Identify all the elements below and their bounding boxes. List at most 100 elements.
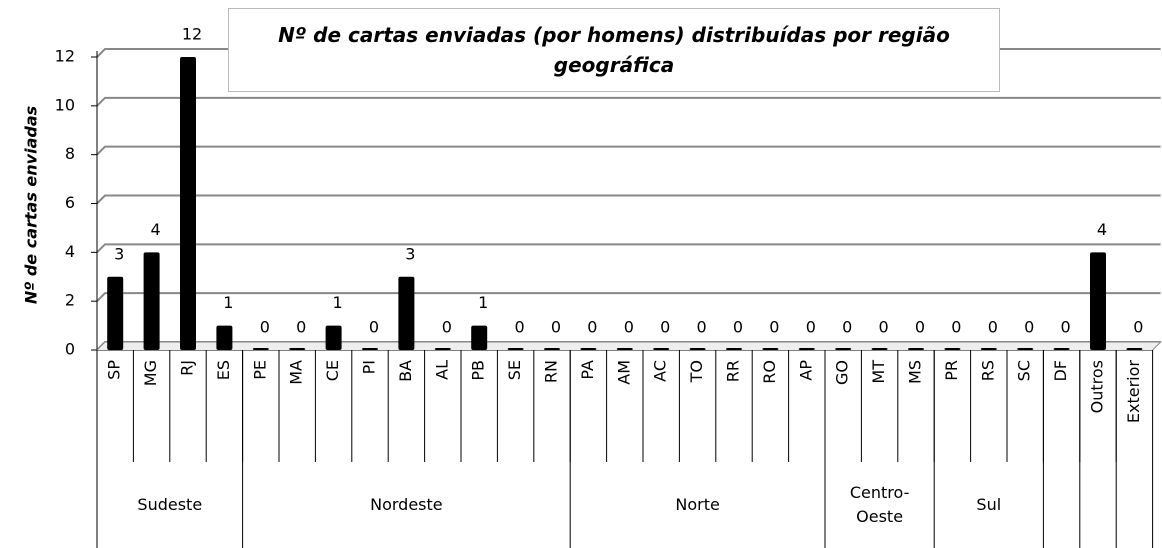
x-tick-label: GO [833,360,852,385]
x-tick-label: PR [942,360,961,381]
x-tick-label: BA [396,360,415,382]
value-label: 0 [842,318,852,337]
x-tick-label: MA [287,360,306,385]
x-tick-label: PE [250,360,269,380]
y-tick-label: 2 [65,291,75,310]
value-label: 4 [1097,220,1107,239]
y-tick-label: 12 [55,47,75,66]
value-label: 0 [806,318,816,337]
x-tick-label: CE [323,360,342,381]
bar [216,325,233,350]
value-label: 4 [151,220,161,239]
x-tick-label: MG [141,360,160,386]
value-label: 0 [369,318,379,337]
x-tick-label: RR [724,360,743,382]
value-label: 0 [988,318,998,337]
value-label: 0 [951,318,961,337]
group-label: Sudeste [137,495,203,514]
bar [908,348,924,350]
value-label: 0 [733,318,743,337]
value-label: 0 [515,318,525,337]
value-label: 0 [442,318,452,337]
x-tick-label: SC [1015,360,1034,381]
bar [471,325,488,350]
bar [143,252,160,350]
x-tick-label: ES [214,360,233,380]
y-tick-label: 0 [65,340,75,359]
bar [180,57,196,350]
value-label: 1 [333,293,343,312]
x-tick-label: DF [1051,360,1070,382]
x-tick-label: RS [978,360,997,381]
x-tick-label: RJ [178,360,197,376]
bar [616,348,633,350]
y-tick-label: 10 [55,95,75,114]
x-tick-label: AC [651,360,670,382]
y-tick-label: 6 [65,193,75,212]
group-label: Sul [976,495,1002,514]
value-label: 0 [660,318,670,337]
bar [798,348,815,350]
group-label: Nordeste [370,495,443,514]
bar [434,348,451,350]
value-label: 0 [1024,318,1034,337]
bar [580,348,597,350]
bar [653,348,670,350]
value-label: 0 [1061,318,1071,337]
x-tick-label: AM [614,360,633,385]
grid-line [96,194,1161,205]
value-label: 3 [405,244,415,263]
value-label: 0 [1133,318,1143,337]
value-label: 0 [260,318,270,337]
bar [762,348,779,350]
bar [398,276,415,350]
bar [944,348,961,350]
grid-line [96,243,1161,254]
value-label: 1 [478,293,488,312]
x-tick-label: MS [906,360,925,384]
x-tick-label: Outros [1088,360,1107,413]
floor [96,341,1162,351]
bar [1090,252,1106,350]
y-tick-label: 8 [65,144,75,163]
bar [544,348,560,350]
bar [1053,348,1070,350]
bar [1017,348,1034,350]
value-label: 0 [697,318,707,337]
bar [107,276,124,350]
value-label: 1 [223,293,233,312]
grid-line [96,292,1161,302]
value-label: 0 [551,318,561,337]
group-label: Norte [675,495,720,514]
y-tick-label: 4 [65,242,75,261]
bar [726,348,742,350]
value-label: 12 [182,25,202,44]
bar [980,348,997,350]
group-label: Centro-Oeste [849,483,910,526]
x-tick-label: PB [469,360,488,381]
x-tick-label: SE [505,360,524,380]
value-label: 0 [587,318,597,337]
x-tick-label: RO [760,360,779,384]
x-tick-label: MT [869,360,888,384]
x-tick-label: PA [578,360,597,380]
value-label: 0 [769,318,779,337]
bar [507,348,524,350]
bar [325,325,342,350]
x-tick-label: AP [796,360,815,381]
value-label: 0 [296,318,306,337]
bar [289,348,306,350]
bar [835,348,852,350]
x-tick-label: TO [687,360,706,383]
x-tick-label: PI [360,360,379,374]
grid-line [96,145,1161,156]
x-tick-label: RN [542,360,561,383]
value-label: 0 [624,318,634,337]
value-label: 0 [879,318,889,337]
bar [689,348,706,350]
y-axis-label: Nº de cartas enviadas [22,106,41,304]
bar [252,348,269,350]
chart-title: Nº de cartas enviadas (por homens) distr… [228,8,1000,92]
